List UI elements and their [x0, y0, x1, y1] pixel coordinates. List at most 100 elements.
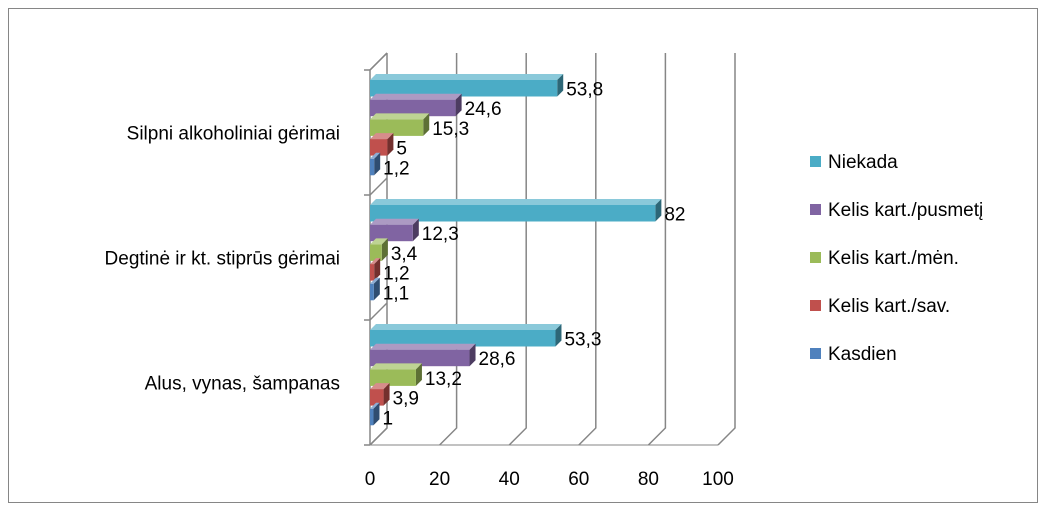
bar-side-face	[373, 277, 380, 301]
bar-side-face	[655, 199, 662, 222]
bar-top-face	[370, 93, 462, 100]
y-axis: Silpni alkoholiniai gėrimai Degtinė ir kt…	[105, 52, 718, 446]
data-label: 13,2	[425, 369, 462, 390]
bar-side-face	[381, 238, 388, 261]
bar-top-face	[370, 343, 476, 350]
bar-top-face	[370, 324, 562, 330]
legend-label: Kelis kart./sav.	[828, 296, 950, 317]
data-label: 3,9	[393, 389, 419, 410]
bar-top-face	[370, 152, 381, 159]
data-label: 15,3	[432, 119, 469, 140]
legend-label: Kelis kart./pusmetį	[828, 200, 983, 221]
y-wall-separator	[369, 302, 388, 321]
bar-top-face	[370, 363, 422, 370]
bar-front-face	[370, 349, 470, 367]
bar-front-face	[370, 158, 375, 176]
bar-side-face	[557, 74, 564, 97]
bar-front-face	[370, 389, 384, 406]
legend-swatch	[810, 252, 821, 263]
data-label: 5	[396, 139, 407, 160]
bars	[370, 74, 662, 426]
legend-label: Kasdien	[828, 344, 897, 365]
data-label: 53,3	[564, 330, 601, 351]
data-label: 3,4	[391, 244, 418, 265]
bar-2-3	[370, 383, 390, 406]
legend-swatch	[810, 204, 821, 215]
bar-top-face	[370, 277, 380, 284]
bar-1-1	[370, 218, 419, 242]
bar-top-face	[370, 199, 662, 205]
x-tick-label: 80	[638, 469, 659, 490]
legend-swatch	[810, 348, 821, 359]
bar-top-face	[370, 113, 430, 120]
bar-top-face	[370, 383, 390, 390]
gridline-1	[439, 53, 458, 446]
legend-label: Niekada	[828, 152, 898, 173]
data-label: 1	[382, 408, 393, 429]
data-labels: 53,824,615,351,28212,33,41,21,153,328,61…	[382, 80, 685, 430]
bar-2-0	[370, 324, 562, 347]
x-tick-label: 100	[702, 469, 734, 490]
bar-side-face	[415, 363, 422, 386]
category-label: Degtinė ir kt. stiprūs gėrimai	[105, 249, 340, 270]
data-label: 1,2	[383, 264, 409, 285]
bar-front-face	[370, 80, 558, 97]
bar-side-face	[383, 383, 390, 406]
bar-1-2	[370, 238, 388, 261]
data-label: 1,1	[383, 283, 409, 304]
bar-0-4	[370, 152, 381, 176]
bar-side-face	[387, 133, 394, 156]
bar-top-face	[370, 238, 388, 245]
bar-top-face	[370, 74, 564, 80]
data-label: 53,8	[566, 80, 603, 101]
bar-1-0	[370, 199, 662, 222]
bar-0-3	[370, 133, 394, 156]
bar-front-face	[370, 244, 382, 261]
x-tick-label: 0	[365, 469, 376, 490]
bar-front-face	[370, 283, 374, 301]
bar-front-face	[370, 139, 388, 156]
legend-swatch	[810, 300, 821, 311]
legend-swatch	[810, 156, 821, 167]
bar-front-face	[370, 264, 375, 281]
category-label: Silpni alkoholiniai gėrimai	[127, 124, 340, 145]
x-tick-label: 20	[429, 469, 450, 490]
bar-side-face	[374, 258, 381, 281]
gridline-5	[717, 53, 736, 446]
bar-top-face	[370, 133, 394, 140]
bar-side-face	[455, 93, 462, 117]
bar-2-4	[370, 402, 380, 426]
bar-side-face	[469, 343, 476, 367]
gridline-2	[508, 53, 527, 446]
data-label: 24,6	[465, 99, 502, 120]
bar-front-face	[370, 369, 416, 386]
bar-side-face	[555, 324, 562, 347]
bar-top-face	[370, 218, 419, 225]
bar-1-4	[370, 277, 380, 301]
bar-2-1	[370, 343, 476, 367]
bar-2-2	[370, 363, 422, 386]
bar-1-3	[370, 258, 381, 281]
bar-side-face	[412, 218, 419, 242]
bar-side-face	[373, 402, 380, 426]
bar-front-face	[370, 119, 424, 136]
y-wall-separator	[369, 427, 388, 446]
x-tick-label: 60	[568, 469, 589, 490]
data-label: 1,2	[383, 158, 409, 179]
x-tick-labels: 0 20 40 60 80 100	[365, 469, 734, 490]
bar-front-face	[370, 99, 456, 117]
bar-side-face	[423, 113, 430, 136]
bar-0-2	[370, 113, 430, 136]
category-label: Alus, vynas, šampanas	[145, 374, 340, 395]
bar-front-face	[370, 408, 374, 426]
bar-0-1	[370, 93, 462, 117]
y-wall-separator	[369, 52, 388, 71]
data-label: 82	[664, 205, 685, 226]
gridline-3	[578, 53, 597, 446]
gridline-4	[647, 53, 667, 446]
bar-0-0	[370, 74, 564, 97]
data-label: 28,6	[479, 349, 516, 370]
bar-side-face	[374, 152, 381, 176]
bar-front-face	[370, 330, 556, 347]
